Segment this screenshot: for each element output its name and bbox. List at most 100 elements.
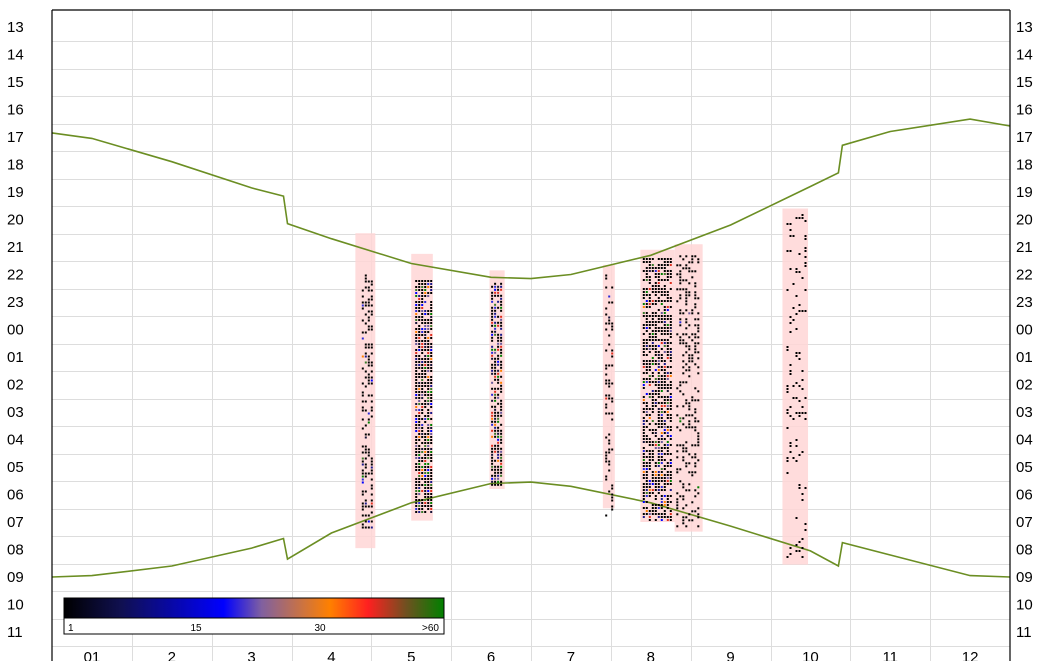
activity-dot <box>679 339 682 342</box>
activity-dot <box>663 300 666 302</box>
activity-dot <box>605 367 608 370</box>
activity-dot <box>657 309 660 311</box>
activity-dot <box>645 360 648 362</box>
activity-dot <box>786 250 789 252</box>
activity-dot <box>421 478 424 480</box>
activity-dot <box>694 408 697 411</box>
activity-dot <box>427 313 430 315</box>
activity-dot <box>500 306 503 309</box>
activity-dot <box>418 433 421 435</box>
activity-dot <box>654 288 657 290</box>
activity-dot <box>364 322 367 325</box>
activity-dot <box>669 516 672 518</box>
observation-period <box>782 208 809 565</box>
activity-dot <box>654 495 657 497</box>
activity-dot <box>660 339 663 341</box>
activity-dot <box>424 343 427 345</box>
activity-dot <box>651 288 654 290</box>
activity-dot <box>424 376 427 378</box>
activity-dot <box>663 288 666 290</box>
y-axis-left: 1314151617181920212223000102030405060708… <box>7 19 24 641</box>
activity-dot <box>497 411 500 414</box>
activity-dot <box>427 361 430 363</box>
activity-dot <box>645 420 648 422</box>
activity-dot <box>697 327 700 330</box>
activity-dot <box>645 294 648 296</box>
activity-dot <box>691 357 694 360</box>
activity-dot <box>418 457 421 459</box>
activity-dot <box>421 319 424 321</box>
activity-dot <box>645 354 648 356</box>
activity-dot <box>415 490 418 492</box>
activity-dot <box>801 451 804 453</box>
activity-dot <box>497 468 500 471</box>
activity-dot <box>430 481 433 483</box>
activity-dot <box>491 474 494 477</box>
activity-dot <box>367 382 370 385</box>
y-tick-label-right: 00 <box>1016 322 1033 339</box>
activity-dot <box>608 295 611 298</box>
activity-dot <box>491 423 494 426</box>
activity-dot <box>364 472 367 475</box>
activity-dot <box>424 445 427 447</box>
activity-dot <box>427 331 430 333</box>
activity-dot <box>418 304 421 306</box>
activity-dot <box>418 343 421 345</box>
y-tick-label-right: 20 <box>1016 212 1033 229</box>
activity-dot <box>497 372 500 375</box>
activity-dot <box>364 505 367 508</box>
activity-dot <box>669 408 672 410</box>
activity-dot <box>660 330 663 332</box>
activity-dot <box>494 435 497 438</box>
activity-dot <box>676 387 679 390</box>
activity-dot <box>500 300 503 303</box>
activity-dot <box>415 379 418 381</box>
activity-dot <box>427 385 430 387</box>
activity-dot <box>694 294 697 297</box>
activity-dot <box>688 483 691 486</box>
activity-dot <box>642 306 645 308</box>
activity-dot <box>651 315 654 317</box>
activity-dot <box>663 432 666 434</box>
activity-dot <box>676 405 679 408</box>
activity-dot <box>497 471 500 474</box>
activity-dot <box>367 343 370 346</box>
activity-dot <box>789 364 792 366</box>
activity-dot <box>608 463 611 466</box>
activity-dot <box>367 361 370 364</box>
activity-dot <box>361 400 364 403</box>
activity-dot <box>424 406 427 408</box>
activity-dot <box>679 495 682 498</box>
activity-dot <box>500 405 503 408</box>
activity-dot <box>424 454 427 456</box>
activity-dot <box>500 366 503 369</box>
activity-dot <box>666 366 669 368</box>
activity-dot <box>430 337 433 339</box>
activity-dot <box>370 511 373 514</box>
activity-dot <box>660 375 663 377</box>
activity-dot <box>370 484 373 487</box>
activity-dot <box>657 327 660 329</box>
activity-dot <box>430 334 433 336</box>
activity-dot <box>370 283 373 286</box>
activity-dot <box>418 334 421 336</box>
activity-dot <box>642 399 645 401</box>
activity-dot <box>654 519 657 521</box>
activity-dot <box>642 489 645 491</box>
activity-dot <box>679 417 682 420</box>
activity-dot <box>657 360 660 362</box>
activity-dot <box>694 303 697 306</box>
activity-dot <box>494 468 497 471</box>
activity-dot <box>430 385 433 387</box>
activity-dot <box>370 466 373 469</box>
activity-dot <box>666 450 669 452</box>
activity-dot <box>605 394 608 397</box>
activity-dot <box>418 361 421 363</box>
activity-dot <box>685 318 688 321</box>
y-tick-label-left: 23 <box>7 294 24 311</box>
activity-dot <box>666 258 669 260</box>
activity-dot <box>427 478 430 480</box>
activity-dot <box>660 321 663 323</box>
activity-dot <box>415 505 418 507</box>
activity-dot <box>789 223 792 225</box>
